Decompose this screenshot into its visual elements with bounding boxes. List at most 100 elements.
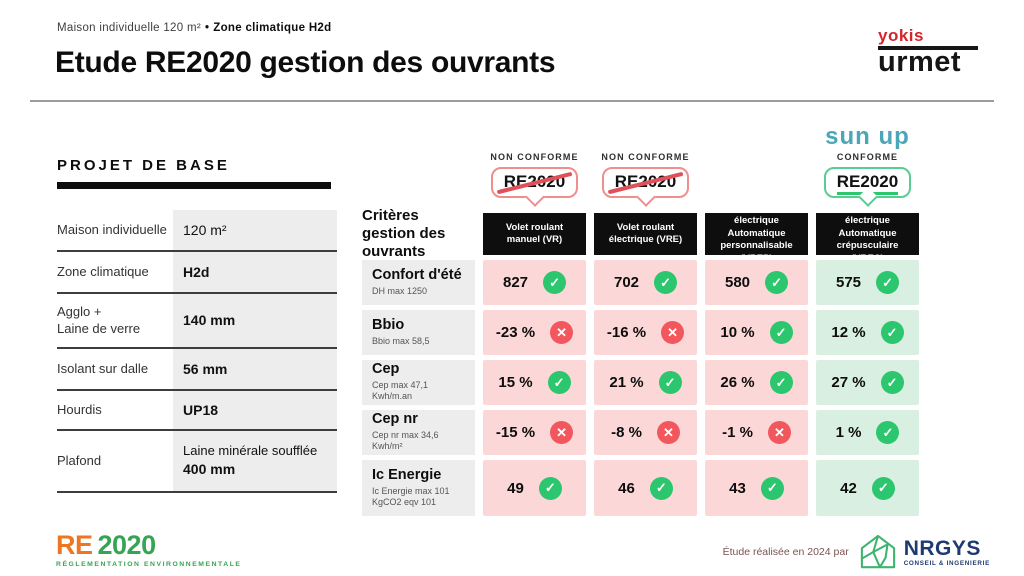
criterion-threshold: Ic Energie max 101 KgCO2 eqv 101 <box>372 485 450 507</box>
cell-value: 43 <box>729 479 746 497</box>
value-cell: 42 ✓ <box>816 460 919 516</box>
table-row: Plafond Laine minérale soufflée 400 mm <box>57 431 337 493</box>
row-label: Plafond <box>57 452 102 468</box>
value-cell: 827 ✓ <box>483 260 586 305</box>
badge-non-conforme-vre: NON CONFORME RE2020 <box>594 118 697 208</box>
yokis-wordmark: yokis <box>878 26 924 45</box>
project-table: Maison individuelle 120 m² Zone climatiq… <box>57 210 337 493</box>
re2020-badge-text: RE2020 <box>614 172 677 191</box>
cell-value: 46 <box>618 479 635 497</box>
value-cell: 43 ✓ <box>705 460 808 516</box>
re2020-logo: RE 2020 RÉGLEMENTATION ENVIRONNEMENTALE <box>56 532 242 569</box>
cross-icon: ✕ <box>656 421 680 444</box>
cell-value: -23 % <box>495 324 536 341</box>
sunup-logo: sun up <box>825 123 910 150</box>
check-icon: ✓ <box>760 476 784 500</box>
cross-icon: ✕ <box>767 421 791 444</box>
check-icon: ✓ <box>769 371 793 394</box>
check-icon: ✓ <box>871 476 895 500</box>
nrgys-text: NRGYS CONSEIL & INGENIERIE <box>904 538 990 567</box>
row-value: H2d <box>173 252 337 292</box>
re2020-conforme-badge: RE2020 <box>823 167 912 198</box>
re2020-wordmark: RE 2020 <box>56 532 242 559</box>
badge-label: NON CONFORME <box>490 152 579 162</box>
badge-label: CONFORME <box>836 152 899 162</box>
table-row: Zone climatique H2d <box>57 252 337 294</box>
check-icon: ✓ <box>547 371 571 394</box>
criterion-name: Confort d'été <box>372 266 462 283</box>
cell-value: 702 <box>613 274 640 291</box>
cross-icon: ✕ <box>550 321 574 344</box>
row-value: 120 m² <box>173 210 337 250</box>
value-cell: 27 % ✓ <box>816 360 919 405</box>
re2020-crossed-badge: RE2020 <box>601 167 690 198</box>
re2020-year: 2020 <box>97 530 157 560</box>
row-label: Agglo + Laine de verre <box>57 304 141 336</box>
cell-value: 49 <box>507 479 524 497</box>
badge-label: NON CONFORME <box>601 152 690 162</box>
yokis-urmet-logo: yokis urmet <box>878 27 978 77</box>
check-icon: ✓ <box>538 476 562 500</box>
re2020-crossed-badge: RE2020 <box>490 167 579 198</box>
value-cell: -15 % ✕ <box>483 410 586 455</box>
project-heading: PROJET DE BASE <box>57 157 230 174</box>
re2020-re: RE <box>56 530 93 560</box>
check-icon: ✓ <box>876 421 900 444</box>
criterion-name: Cep <box>372 361 400 378</box>
subtitle-bullet: • <box>204 22 210 34</box>
urmet-wordmark: urmet <box>878 46 962 78</box>
logo-bar <box>878 46 978 50</box>
table-row: Hourdis UP18 <box>57 391 337 431</box>
nrgys-logo: NRGYS CONSEIL & INGENIERIE <box>859 534 990 570</box>
cell-value: 580 <box>724 274 751 291</box>
value-cell: 26 % ✓ <box>705 360 808 405</box>
cell-value: -8 % <box>611 424 642 441</box>
value-cell: 12 % ✓ <box>816 310 919 355</box>
criterion-threshold: DH max 1250 <box>372 285 428 296</box>
cross-icon: ✕ <box>661 321 685 344</box>
column-header-vrep: Volet roulant électrique Automatique per… <box>705 203 808 264</box>
header-divider <box>30 100 994 102</box>
column-header-vr: Volet roulant manuel (VR) <box>483 213 586 255</box>
value-cell: -23 % ✕ <box>483 310 586 355</box>
page-title: Etude RE2020 gestion des ouvrants <box>55 46 556 79</box>
row-value-line2: 400 mm <box>183 461 236 478</box>
row-label: Isolant sur dalle <box>57 360 149 376</box>
value-cell: 10 % ✓ <box>705 310 808 355</box>
cell-value: 10 % <box>720 324 755 341</box>
value-cell: 702 ✓ <box>594 260 697 305</box>
value-cell: 580 ✓ <box>705 260 808 305</box>
cell-value: -16 % <box>606 324 647 341</box>
check-icon: ✓ <box>769 321 793 344</box>
table-row: Maison individuelle 120 m² <box>57 210 337 252</box>
value-cell: 1 % ✓ <box>816 410 919 455</box>
criterion-cell: Confort d'été DH max 1250 <box>362 260 475 305</box>
nrgys-tagline: CONSEIL & INGENIERIE <box>903 559 990 567</box>
value-cell: 21 % ✓ <box>594 360 697 405</box>
value-cell: -8 % ✕ <box>594 410 697 455</box>
nrgys-wordmark: NRGYS <box>903 536 981 560</box>
criterion-name: Bbio <box>372 316 405 333</box>
cell-value: 26 % <box>720 374 755 391</box>
value-cell: 15 % ✓ <box>483 360 586 405</box>
criterion-cell: Ic Energie Ic Energie max 101 KgCO2 eqv … <box>362 460 475 516</box>
value-cell: -1 % ✕ <box>705 410 808 455</box>
cell-value: 575 <box>835 274 862 291</box>
row-value: Laine minérale soufflée 400 mm <box>173 431 337 491</box>
value-cell: 49 ✓ <box>483 460 586 516</box>
column-header-vre: Volet roulant électrique (VRE) <box>594 213 697 255</box>
cell-value: 827 <box>502 274 529 291</box>
criterion-cell: Cep nr Cep nr max 34,6 Kwh/m² <box>362 410 475 455</box>
row-value: UP18 <box>173 391 337 429</box>
cell-value: 42 <box>840 479 857 497</box>
badge-non-conforme-vr: NON CONFORME RE2020 <box>483 118 586 208</box>
cell-value: -15 % <box>495 424 536 441</box>
re2020-badge-text: RE2020 <box>836 172 899 195</box>
value-cell: 575 ✓ <box>816 260 919 305</box>
row-value: 56 mm <box>173 349 337 389</box>
value-cell: -16 % ✕ <box>594 310 697 355</box>
cell-value: 21 % <box>609 374 644 391</box>
nrgys-house-icon <box>860 534 895 569</box>
cell-value: 27 % <box>831 374 866 391</box>
page-subtitle: Maison individuelle 120 m² • Zone climatiq… <box>57 22 331 34</box>
